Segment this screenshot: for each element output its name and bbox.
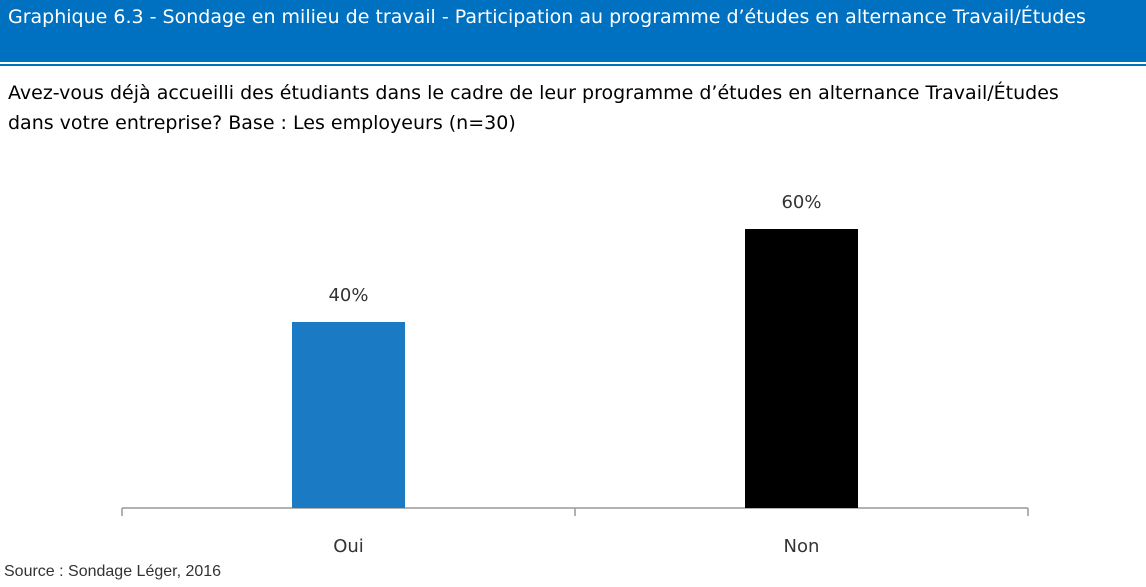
x-tick-label: Oui bbox=[333, 536, 364, 557]
chart-title: Graphique 6.3 - Sondage en milieu de tra… bbox=[0, 0, 1146, 62]
data-label: 60% bbox=[781, 192, 821, 213]
data-label: 40% bbox=[328, 285, 368, 306]
chart: 40% Oui 60% Non bbox=[121, 192, 1029, 557]
x-tick-label: Non bbox=[784, 536, 820, 557]
bar bbox=[292, 322, 405, 508]
bar bbox=[745, 229, 858, 508]
source-note: Source : Sondage Léger, 2016 bbox=[4, 563, 222, 580]
chart-subtitle: Avez-vous déjà accueilli des étudiants d… bbox=[8, 82, 1059, 134]
header-rule bbox=[0, 64, 1146, 66]
